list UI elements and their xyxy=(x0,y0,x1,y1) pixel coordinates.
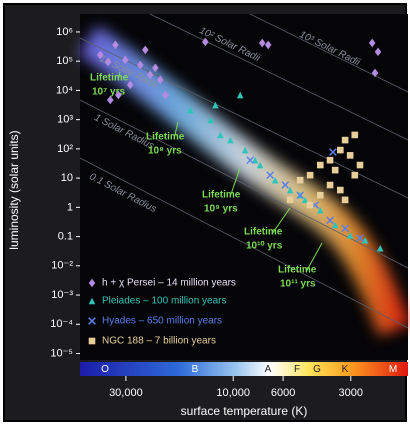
spectral-class: M xyxy=(389,364,397,375)
y-tick-label: 10⁻³ xyxy=(51,289,73,301)
annotation: 10⁸ yrs xyxy=(148,146,182,157)
y-tick-label: 10 xyxy=(61,172,73,184)
annotation: 10⁹ yrs xyxy=(204,204,238,215)
point xyxy=(351,172,358,179)
x-tick-label: 3000 xyxy=(339,387,363,399)
annotation: Lifetime xyxy=(90,73,129,84)
point xyxy=(332,167,339,174)
y-tick-label: 10² xyxy=(57,143,73,155)
legend-marker xyxy=(89,338,96,345)
chart: luminosity (solar units) surface tempera… xyxy=(0,0,410,425)
y-axis-label: luminosity (solar units) xyxy=(7,130,21,249)
y-tick-label: 0.1 xyxy=(58,230,73,242)
point xyxy=(351,132,358,139)
spectral-class: O xyxy=(101,364,109,375)
point xyxy=(337,187,344,194)
point xyxy=(342,197,349,204)
point xyxy=(297,177,304,184)
y-tick-label: 10⁻² xyxy=(51,260,73,272)
x-tick-label: 30,000 xyxy=(109,387,143,399)
y-tick-label: 1 xyxy=(67,201,73,213)
point xyxy=(307,202,314,209)
point xyxy=(327,182,334,189)
spectral-class: K xyxy=(342,364,349,375)
legend-label: h + χ Persei – 14 million years xyxy=(102,278,236,289)
annotation: Lifetime xyxy=(278,265,317,276)
point xyxy=(357,162,364,169)
point xyxy=(307,172,314,179)
annotation: Lifetime xyxy=(146,132,185,143)
spectral-class: F xyxy=(294,364,300,375)
point xyxy=(287,197,294,204)
point xyxy=(327,157,334,164)
annotation: 10¹¹ yrs xyxy=(280,279,316,290)
spectral-class: A xyxy=(265,364,272,375)
spectral-class: G xyxy=(313,364,321,375)
x-tick-label: 10,000 xyxy=(216,387,250,399)
y-tick-label: 10⁻⁵ xyxy=(50,347,73,359)
annotation: Lifetime xyxy=(244,227,283,238)
point xyxy=(337,147,344,154)
legend-label: Pleiades – 100 million years xyxy=(102,296,227,307)
y-tick-label: 10⁻⁴ xyxy=(50,318,73,330)
y-tick-label: 10⁴ xyxy=(56,84,73,96)
x-axis-label: surface temperature (K) xyxy=(181,404,308,418)
spectral-class: B xyxy=(192,364,199,375)
point xyxy=(342,137,349,144)
point xyxy=(317,162,324,169)
annotation: 10¹⁰ yrs xyxy=(246,241,283,252)
y-tick-label: 10³ xyxy=(57,114,73,126)
annotation: Lifetime xyxy=(202,190,241,201)
legend-label: Hyades – 650 million years xyxy=(102,316,222,327)
y-tick-label: 10⁶ xyxy=(56,26,73,38)
point xyxy=(347,152,354,159)
y-tick-label: 10⁵ xyxy=(56,55,73,67)
point xyxy=(317,192,324,199)
spectral-strip xyxy=(80,362,408,376)
x-tick-label: 6000 xyxy=(271,387,295,399)
legend-label: NGC 188 – 7 billion years xyxy=(102,336,216,347)
